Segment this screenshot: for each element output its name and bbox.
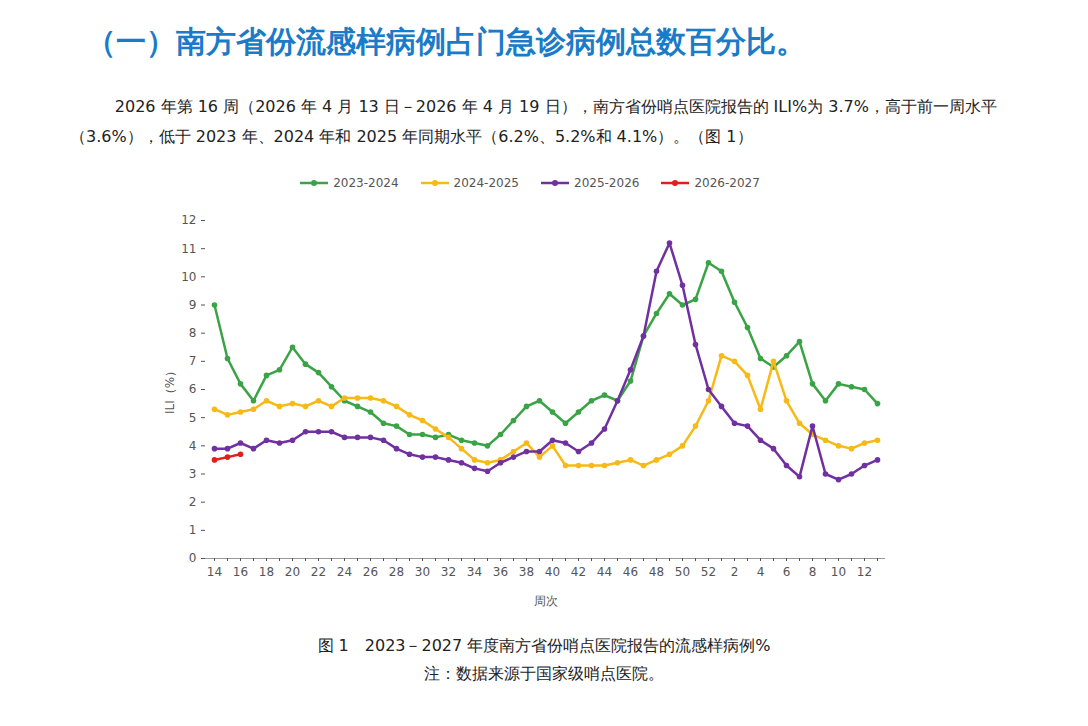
svg-text:12: 12 bbox=[181, 213, 196, 227]
svg-text:50: 50 bbox=[675, 565, 690, 579]
svg-text:周次: 周次 bbox=[534, 594, 558, 608]
svg-text:6: 6 bbox=[783, 565, 791, 579]
svg-text:10: 10 bbox=[831, 565, 846, 579]
svg-text:20: 20 bbox=[285, 565, 300, 579]
svg-text:22: 22 bbox=[311, 565, 326, 579]
svg-text:4: 4 bbox=[189, 439, 197, 453]
svg-text:24: 24 bbox=[337, 565, 352, 579]
svg-text:36: 36 bbox=[493, 565, 508, 579]
svg-text:8: 8 bbox=[189, 326, 197, 340]
html-text:2026 年第 16 周（2026 年 4 月 13 日－2: 2026 年第 16 周（2026 年 4 月 13 日－2026 年 4 月 … bbox=[70, 97, 997, 146]
html-text:2023-2024: 2023-2024 bbox=[333, 176, 399, 190]
svg-text:2: 2 bbox=[731, 565, 739, 579]
svg-text:9: 9 bbox=[189, 298, 197, 312]
svg-text:38: 38 bbox=[519, 565, 534, 579]
svg-text:7: 7 bbox=[189, 354, 197, 368]
svg-text:ILI（%）: ILI（%） bbox=[163, 365, 177, 414]
svg-text:44: 44 bbox=[597, 565, 612, 579]
svg-text:34: 34 bbox=[467, 565, 482, 579]
svg-text:26: 26 bbox=[363, 565, 378, 579]
svg-text:30: 30 bbox=[415, 565, 430, 579]
html-text:图 1 2023－2027 年度南方省份哨点医院报告的流感样: 图 1 2023－2027 年度南方省份哨点医院报告的流感样病例% bbox=[317, 636, 771, 655]
svg-text:2: 2 bbox=[189, 495, 197, 509]
svg-text:5: 5 bbox=[189, 411, 197, 425]
html-text:2024-2025: 2024-2025 bbox=[453, 176, 519, 190]
html-text:（一）南方省份流感样病例占门急诊病例总数百分比。: （一）南方省份流感样病例占门急诊病例总数百分比。 bbox=[86, 24, 806, 59]
svg-text:6: 6 bbox=[189, 382, 197, 396]
html-text:2025-2026: 2025-2026 bbox=[574, 176, 640, 190]
svg-text:18: 18 bbox=[259, 565, 274, 579]
svg-text:28: 28 bbox=[389, 565, 404, 579]
svg-text:42: 42 bbox=[571, 565, 586, 579]
svg-text:52: 52 bbox=[701, 565, 716, 579]
svg-text:40: 40 bbox=[545, 565, 560, 579]
svg-text:0: 0 bbox=[189, 551, 197, 565]
html-text:2026-2027: 2026-2027 bbox=[694, 176, 760, 190]
svg-text:8: 8 bbox=[809, 565, 817, 579]
svg-text:14: 14 bbox=[207, 565, 222, 579]
svg-text:10: 10 bbox=[181, 270, 196, 284]
svg-text:48: 48 bbox=[649, 565, 664, 579]
svg-text:3: 3 bbox=[189, 467, 197, 481]
svg-text:16: 16 bbox=[233, 565, 248, 579]
svg-text:11: 11 bbox=[181, 242, 196, 256]
svg-text:1: 1 bbox=[189, 523, 197, 537]
svg-text:4: 4 bbox=[757, 565, 765, 579]
svg-text:46: 46 bbox=[623, 565, 638, 579]
svg-text:32: 32 bbox=[441, 565, 456, 579]
svg-text:12: 12 bbox=[857, 565, 872, 579]
html-text:注：数据来源于国家级哨点医院。: 注：数据来源于国家级哨点医院。 bbox=[424, 664, 664, 683]
